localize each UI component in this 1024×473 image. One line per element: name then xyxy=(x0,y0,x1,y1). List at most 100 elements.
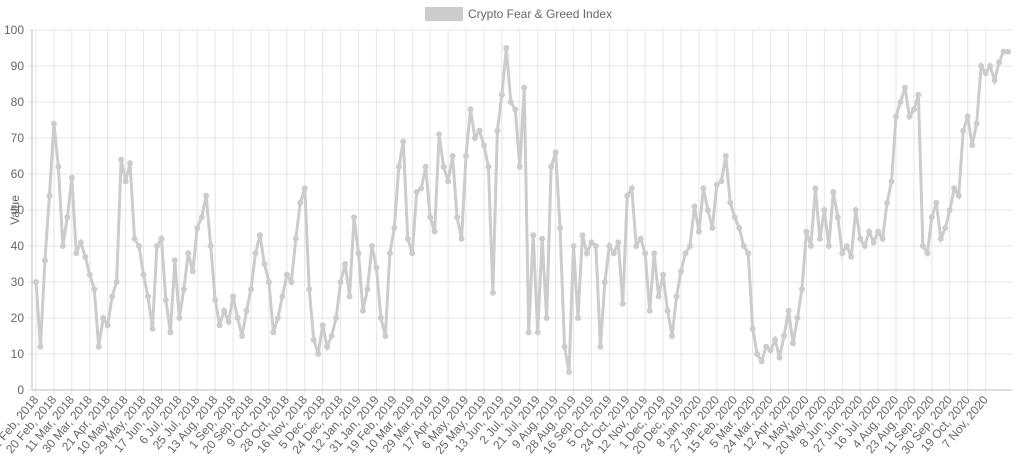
point xyxy=(660,271,667,278)
point xyxy=(642,250,649,257)
point xyxy=(610,250,617,257)
point xyxy=(933,199,940,206)
point xyxy=(68,174,75,181)
point xyxy=(41,257,48,264)
point xyxy=(686,243,693,249)
point xyxy=(337,279,344,285)
point xyxy=(207,243,214,249)
point xyxy=(328,333,335,339)
point xyxy=(279,293,286,300)
point xyxy=(171,257,178,264)
point xyxy=(248,286,255,293)
point xyxy=(127,160,134,167)
point xyxy=(682,250,689,257)
point xyxy=(574,315,581,321)
point xyxy=(306,286,313,293)
point xyxy=(144,293,151,300)
point xyxy=(879,235,886,242)
point xyxy=(489,289,496,296)
point xyxy=(969,142,976,149)
point xyxy=(33,279,39,285)
point xyxy=(861,243,868,249)
point xyxy=(928,214,935,221)
point xyxy=(485,163,492,170)
point xyxy=(745,250,752,257)
y-tick-label: 40 xyxy=(11,239,25,253)
point xyxy=(637,235,644,242)
point xyxy=(754,351,761,357)
point xyxy=(557,225,564,231)
point xyxy=(830,189,837,195)
point xyxy=(198,214,205,221)
point xyxy=(691,203,698,210)
point xyxy=(418,185,425,192)
point xyxy=(149,325,156,332)
point xyxy=(718,178,725,185)
y-tick-label: 0 xyxy=(17,383,24,397)
point xyxy=(982,70,989,77)
point xyxy=(583,250,590,257)
point xyxy=(709,225,716,231)
point xyxy=(507,99,514,105)
point xyxy=(64,214,71,221)
point xyxy=(570,243,577,249)
point xyxy=(960,127,967,134)
point xyxy=(516,163,523,170)
point xyxy=(440,163,447,170)
point xyxy=(225,318,232,325)
point xyxy=(158,235,165,242)
y-tick-label: 30 xyxy=(11,275,25,289)
point xyxy=(73,250,80,257)
point xyxy=(292,235,299,242)
point xyxy=(704,207,711,213)
point xyxy=(843,243,850,249)
point xyxy=(655,293,662,300)
point xyxy=(95,343,102,350)
point xyxy=(288,279,295,285)
point xyxy=(122,178,129,185)
point xyxy=(252,250,259,257)
point xyxy=(866,228,873,235)
point xyxy=(624,192,631,199)
point xyxy=(812,185,819,192)
point xyxy=(776,354,783,361)
point xyxy=(467,106,474,113)
point xyxy=(825,243,832,249)
point xyxy=(471,135,478,141)
point xyxy=(543,315,550,321)
point xyxy=(422,163,429,170)
point xyxy=(449,153,456,159)
point xyxy=(1005,48,1011,55)
point xyxy=(351,214,358,221)
point xyxy=(852,207,859,213)
point xyxy=(297,199,304,206)
point xyxy=(601,279,608,285)
point xyxy=(180,286,187,293)
point xyxy=(310,336,317,343)
point xyxy=(212,297,219,303)
point xyxy=(82,253,89,260)
point xyxy=(615,239,622,246)
point xyxy=(919,243,926,249)
y-tick-label: 20 xyxy=(11,311,25,325)
point xyxy=(525,329,532,336)
point xyxy=(400,138,407,145)
point xyxy=(767,347,774,354)
point xyxy=(265,279,272,285)
point xyxy=(888,178,895,185)
point xyxy=(731,214,738,221)
point xyxy=(59,243,66,249)
point xyxy=(355,250,362,257)
point xyxy=(534,329,541,336)
point xyxy=(185,250,192,257)
y-axis-title: Value xyxy=(8,195,22,225)
point xyxy=(772,336,779,343)
y-tick-label: 80 xyxy=(11,95,25,109)
point xyxy=(942,225,949,231)
point xyxy=(789,340,796,347)
point xyxy=(987,63,994,69)
point xyxy=(413,189,420,195)
point xyxy=(315,351,322,357)
point xyxy=(494,127,501,134)
